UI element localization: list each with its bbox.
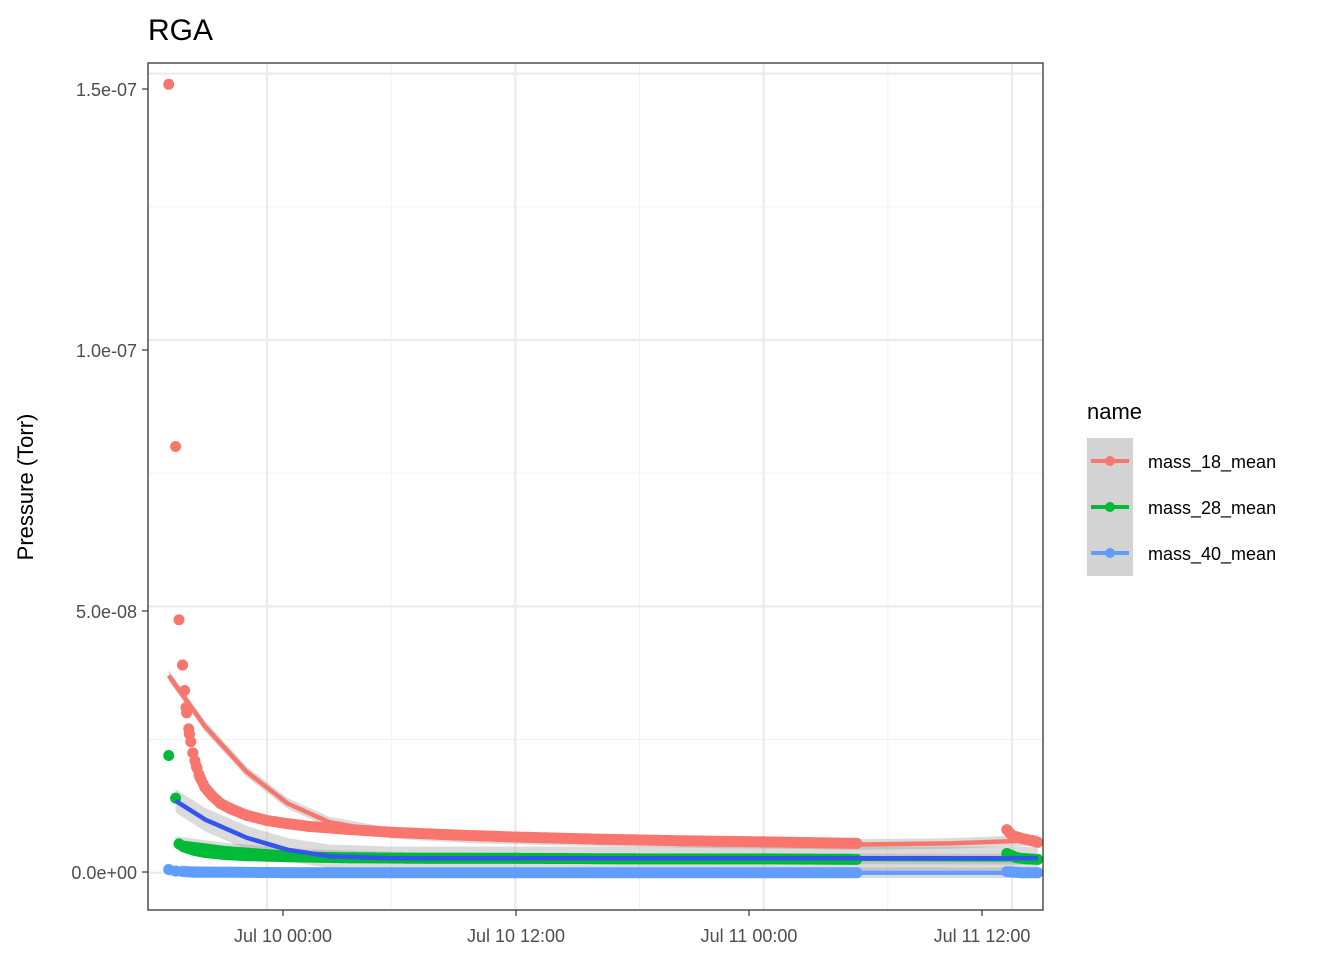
trend-line xyxy=(174,798,1038,861)
y-tick-label: 0.0e+00 xyxy=(71,863,137,883)
grid-major xyxy=(148,63,1043,910)
trend-line xyxy=(166,674,1038,847)
panel-border xyxy=(147,62,1044,911)
chart-title: RGA xyxy=(148,14,213,47)
legend-label: mass_18_mean xyxy=(1148,452,1276,473)
y-axis-ticks: 0.0e+00 5.0e-08 1.0e-07 1.5e-07 xyxy=(71,80,148,883)
x-tick-label: Jul 10 00:00 xyxy=(234,926,332,946)
legend-key-dot xyxy=(1105,456,1115,466)
data-point xyxy=(163,78,175,90)
data-point xyxy=(170,441,182,452)
confidence-bands xyxy=(168,670,1038,878)
trend-lines xyxy=(166,674,1038,875)
data-point xyxy=(163,750,175,761)
legend-item-mass-18: mass_18_mean xyxy=(1091,452,1276,473)
legend-label: mass_28_mean xyxy=(1148,498,1276,519)
x-tick-label: Jul 11 00:00 xyxy=(701,926,798,946)
y-axis-title: Pressure (Torr) xyxy=(13,414,38,561)
legend-item-mass-40: mass_40_mean xyxy=(1091,544,1276,565)
legend-item-mass-28: mass_28_mean xyxy=(1091,498,1276,519)
y-tick-label: 1.5e-07 xyxy=(76,80,137,100)
data-point xyxy=(183,723,195,735)
legend-label: mass_40_mean xyxy=(1148,544,1276,565)
confidence-band xyxy=(175,789,1038,870)
data-point xyxy=(185,736,197,748)
grid-minor xyxy=(148,63,1043,910)
y-tick-label: 5.0e-08 xyxy=(76,602,137,622)
trend-line xyxy=(168,868,1038,875)
x-axis-ticks: Jul 10 00:00 Jul 10 12:00 Jul 11 00:00 J… xyxy=(234,910,1030,946)
legend-key-dot xyxy=(1105,502,1115,512)
data-point xyxy=(173,614,185,626)
x-tick-label: Jul 10 12:00 xyxy=(467,926,565,946)
legend-key-dot xyxy=(1105,548,1115,558)
legend: name mass_18_mean mass_28_mean mass_40_m… xyxy=(1087,399,1276,576)
y-tick-label: 1.0e-07 xyxy=(76,341,137,361)
data-points xyxy=(163,78,1044,879)
data-point xyxy=(177,659,188,671)
legend-title: name xyxy=(1087,399,1142,424)
x-tick-label: Jul 11 12:00 xyxy=(934,926,1031,946)
data-point xyxy=(181,707,193,719)
